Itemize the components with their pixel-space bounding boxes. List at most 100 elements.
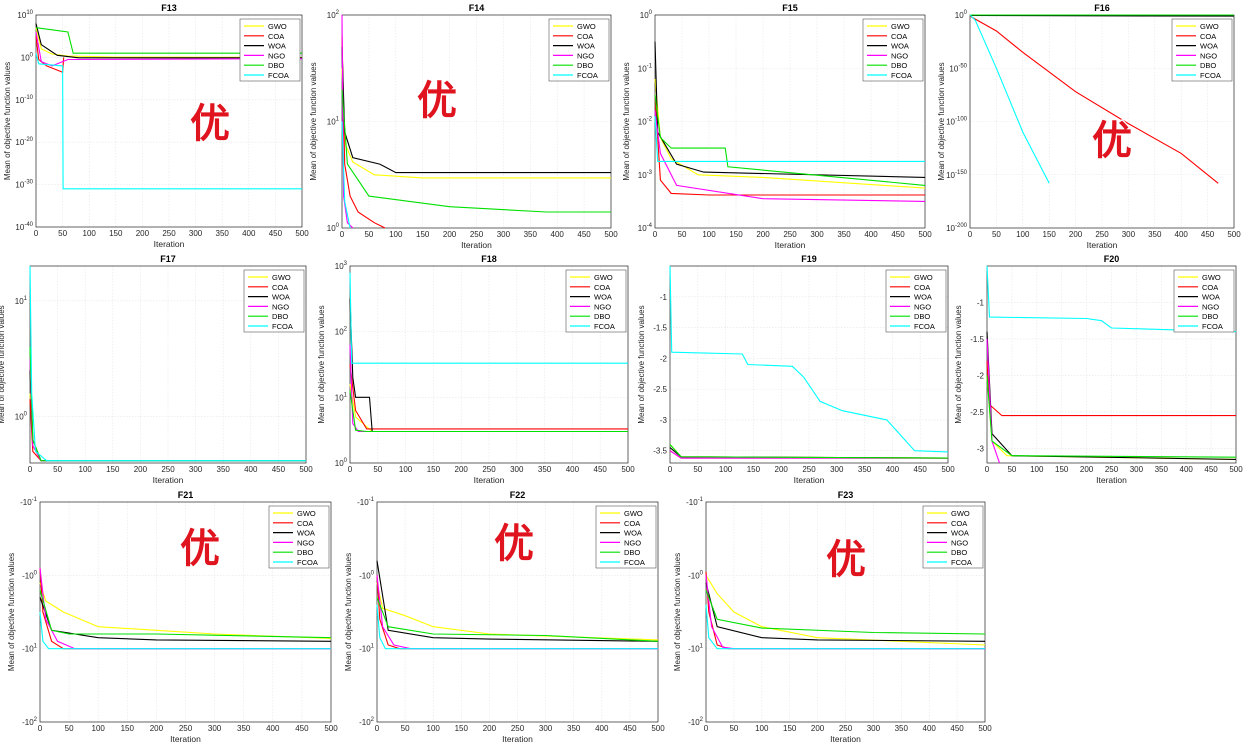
series-line-woa	[705, 582, 986, 642]
y-tick-label: 10-100	[946, 117, 968, 127]
series-line-dbo	[35, 27, 302, 54]
x-tick-label: 50	[729, 724, 738, 733]
x-tick-label: 200	[1069, 230, 1083, 239]
series-line-fcoa	[29, 265, 306, 462]
series-line-fcoa	[705, 604, 985, 650]
x-tick-label: 250	[162, 229, 176, 238]
x-tick-label: 300	[497, 230, 511, 239]
axes-box	[376, 501, 659, 723]
y-tick-label: -102	[359, 717, 375, 727]
x-tick-label: 250	[511, 724, 525, 733]
x-tick-label: 500	[299, 465, 313, 474]
legend-label-woa: WOA	[594, 293, 612, 302]
y-tick-label: 10-10	[15, 95, 33, 105]
x-tick-label: 400	[595, 724, 609, 733]
x-tick-label: 250	[161, 465, 175, 474]
y-tick-label: 10-200	[946, 223, 968, 233]
x-tick-label: 0	[968, 230, 973, 239]
legend-label-gwo: GWO	[914, 273, 933, 282]
legend-box	[243, 269, 305, 333]
series-line-coa	[654, 94, 925, 196]
x-tick-label: 400	[1175, 230, 1189, 239]
x-axis-label: Iteration	[775, 240, 806, 250]
x-tick-label: 300	[810, 230, 824, 239]
series-line-dbo	[341, 89, 611, 213]
x-axis-label: Iteration	[830, 734, 861, 744]
x-tick-label: 350	[1155, 465, 1169, 474]
legend-label-gwo: GWO	[297, 509, 316, 518]
x-tick-label: 400	[1180, 465, 1194, 474]
chart-title: F20	[1104, 254, 1120, 264]
y-axis-label: Mean of objective function values	[0, 305, 6, 423]
x-tick-label: 200	[134, 465, 148, 474]
legend-label-coa: COA	[1200, 32, 1216, 41]
x-tick-label: 400	[551, 230, 565, 239]
y-tick-label: 100	[327, 223, 340, 233]
x-tick-label: 500	[651, 724, 665, 733]
x-tick-label: 300	[867, 724, 881, 733]
legend-label-ngo: NGO	[1200, 51, 1217, 60]
x-tick-label: 100	[389, 230, 403, 239]
x-tick-label: 100	[399, 465, 413, 474]
y-tick-label: -102	[22, 717, 38, 727]
y-tick-label: 101	[327, 117, 340, 127]
legend-label-gwo: GWO	[268, 22, 287, 31]
y-tick-label: 10-40	[15, 222, 33, 232]
x-tick-label: 200	[811, 724, 825, 733]
x-tick-label: 50	[1007, 465, 1016, 474]
legend-label-dbo: DBO	[297, 548, 313, 557]
x-tick-label: 350	[567, 724, 581, 733]
legend-label-coa: COA	[624, 519, 640, 528]
x-tick-label: 300	[1122, 230, 1136, 239]
series-line-coa	[969, 15, 1219, 184]
legend-label-ngo: NGO	[577, 51, 594, 60]
legend-label-fcoa: FCOA	[951, 558, 972, 567]
y-tick-label: -100	[359, 570, 375, 580]
legend-box	[922, 505, 984, 569]
series-line-woa	[654, 41, 926, 178]
legend-label-ngo: NGO	[624, 538, 641, 547]
x-tick-label: 200	[1080, 465, 1094, 474]
chart-title: F18	[481, 254, 497, 264]
x-tick-label: 150	[427, 465, 441, 474]
x-tick-label: 400	[923, 724, 937, 733]
overlay-mark: 优	[1092, 119, 1132, 163]
x-tick-label: 0	[653, 230, 658, 239]
legend-label-dbo: DBO	[891, 61, 907, 70]
legend-label-coa: COA	[594, 283, 610, 292]
legend-label-ngo: NGO	[268, 51, 285, 60]
x-tick-label: 100	[427, 724, 441, 733]
x-tick-label: 100	[83, 229, 97, 238]
x-tick-label: 350	[237, 724, 251, 733]
x-tick-label: 400	[266, 724, 280, 733]
x-tick-label: 400	[864, 230, 878, 239]
legend-label-coa: COA	[951, 519, 967, 528]
legend-label-dbo: DBO	[272, 312, 288, 321]
x-tick-label: 200	[775, 465, 789, 474]
x-tick-label: 50	[678, 230, 687, 239]
legend-box	[885, 269, 947, 333]
chart-title: F19	[801, 254, 817, 264]
x-tick-label: 400	[566, 465, 580, 474]
chart-f21: 0 50 100 150 200 250 300 350 400 450 500 -10-1 -100 -…	[7, 490, 338, 744]
chart-title: F23	[838, 490, 854, 500]
y-axis-label: Mean of objective function values	[344, 553, 353, 671]
chart-title: F15	[782, 3, 798, 13]
legend-label-woa: WOA	[268, 42, 286, 51]
x-tick-label: 250	[482, 465, 496, 474]
x-tick-label: 300	[208, 724, 222, 733]
x-tick-label: 500	[324, 724, 338, 733]
x-tick-label: 100	[755, 724, 769, 733]
x-tick-label: 200	[455, 465, 469, 474]
x-tick-label: 350	[217, 465, 231, 474]
legend-label-dbo: DBO	[914, 312, 930, 321]
x-tick-label: 0	[348, 465, 353, 474]
legend-label-ngo: NGO	[891, 51, 908, 60]
x-tick-label: 500	[621, 465, 635, 474]
legend-label-fcoa: FCOA	[891, 71, 912, 80]
x-tick-label: 100	[92, 724, 106, 733]
